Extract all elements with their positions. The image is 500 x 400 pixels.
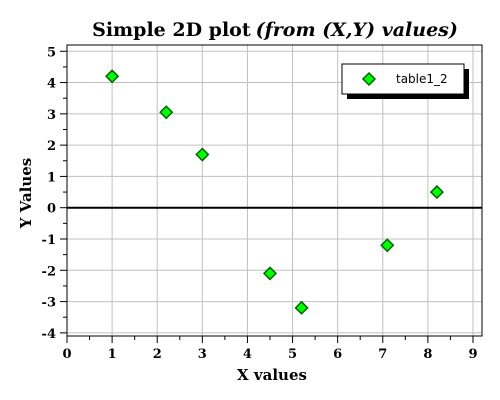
legend-label: table1_2 [396,72,448,86]
y-tick-label: 3 [47,108,56,123]
legend: table1_2 [341,63,469,99]
y-tick-label: -2 [42,264,56,279]
x-tick-label: 7 [378,347,387,362]
x-axis-title: X values [237,366,307,384]
legend-marker [361,71,377,87]
chart-title-italic: (from (X,Y) values) [256,19,458,41]
x-tick-label: 1 [108,347,117,362]
x-tick-label: 4 [243,347,252,362]
y-tick-label: 1 [47,170,56,185]
chart-title-main: Simple 2D plot [92,19,251,41]
x-tick-label: 6 [333,347,342,362]
x-tick-label: 0 [62,347,71,362]
axes: 0 1 2 3 4 5 6 7 8 9 -4 -3 -2 -1 0 1 2 3 4 5 [42,44,483,362]
y-tick-label: -1 [42,233,56,248]
data-point [262,266,278,281]
x-tick-label: 2 [153,347,162,362]
data-point [429,185,444,200]
y-tick-label: 2 [47,139,56,154]
y-tick-label: 4 [47,77,56,92]
data-point [105,69,120,84]
y-tick-label: -3 [42,296,56,311]
data-points [105,69,444,315]
x-tick-label: 9 [468,347,477,362]
data-point [294,300,309,315]
y-axis-title: Y Values [17,158,35,230]
data-point [159,105,174,120]
plot-frame [66,44,483,337]
x-tick-label: 5 [288,347,297,362]
y-tick-label: -4 [42,327,56,342]
chart-title: Simple 2D plot (from (X,Y) values) [92,19,458,41]
data-point [195,147,210,162]
x-tick-label: 8 [423,347,432,362]
data-point [380,238,395,253]
y-tick-label: 0 [47,202,56,217]
y-tick-label: 5 [47,45,56,60]
x-tick-label: 3 [198,347,207,362]
